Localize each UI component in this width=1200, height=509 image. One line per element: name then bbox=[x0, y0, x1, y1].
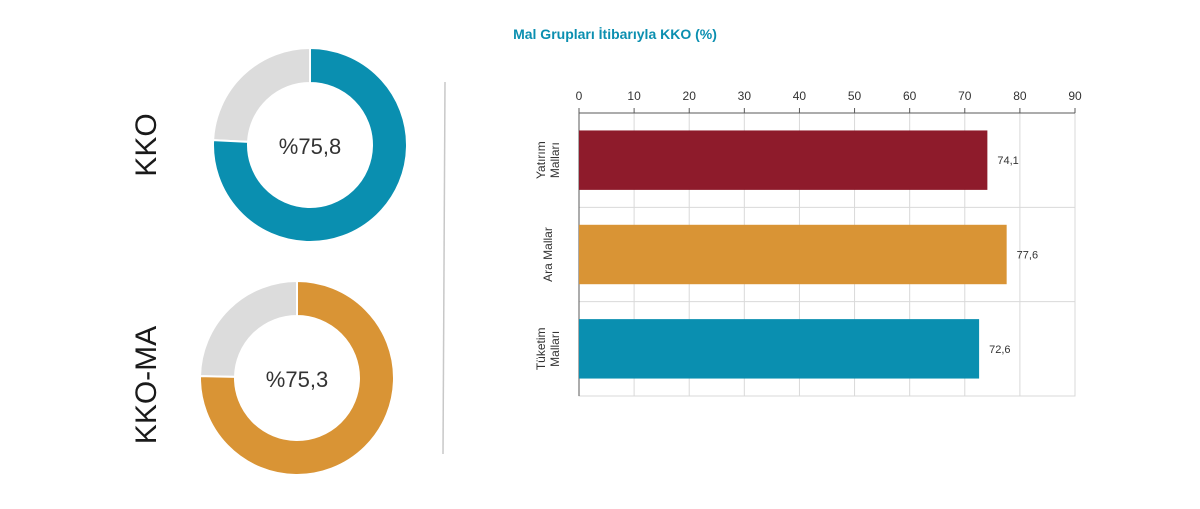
bar bbox=[579, 130, 988, 190]
donut-panel: %75,8 KKO %75,3 KKO-MA bbox=[130, 46, 408, 476]
x-tick-label: 20 bbox=[683, 89, 697, 103]
category-label: Ara Mallar bbox=[541, 227, 555, 282]
x-tick-label: 10 bbox=[627, 89, 641, 103]
donut-side-label: KKO bbox=[130, 113, 163, 176]
bar bbox=[579, 319, 980, 379]
category-label-line: Ara Mallar bbox=[541, 227, 555, 282]
donut-value-slice bbox=[212, 46, 408, 243]
x-tick-label: 90 bbox=[1068, 89, 1082, 103]
donut-center-label: %75,3 bbox=[266, 367, 328, 392]
bar bbox=[579, 224, 1007, 285]
x-tick-label: 30 bbox=[738, 89, 752, 103]
category-label: TüketimMalları bbox=[534, 327, 562, 370]
bar-value-label: 77,6 bbox=[1017, 250, 1038, 262]
donut-center-label: %75,8 bbox=[279, 134, 341, 159]
x-tick-label: 0 bbox=[576, 89, 583, 103]
donut-remainder-slice bbox=[198, 279, 298, 378]
x-tick-label: 70 bbox=[958, 89, 972, 103]
bar-chart: 0 10 20 30 40 50 60 70 80 9074,1YatırımMalları77,… bbox=[534, 89, 1082, 397]
x-tick-label: 80 bbox=[1013, 89, 1027, 103]
x-tick-label: 50 bbox=[848, 89, 862, 103]
category-label-line: Tüketim bbox=[534, 327, 548, 370]
x-tick-label: 60 bbox=[903, 89, 917, 103]
donut-remainder-slice bbox=[212, 46, 311, 143]
donut-value-slice bbox=[199, 279, 395, 476]
chart-title: Mal Grupları İtibarıyla KKO (%) bbox=[513, 26, 717, 42]
bar-value-label: 72,6 bbox=[989, 344, 1010, 356]
donut-side-label: KKO-MA bbox=[130, 326, 163, 444]
bar-value-label: 74,1 bbox=[997, 155, 1018, 167]
x-tick-label: 40 bbox=[793, 89, 807, 103]
category-label-line: Yatırım bbox=[534, 141, 548, 179]
panel-divider bbox=[442, 81, 446, 455]
category-label-line: Malları bbox=[548, 331, 562, 367]
category-label-line: Malları bbox=[548, 142, 562, 178]
category-label: YatırımMalları bbox=[534, 141, 562, 179]
